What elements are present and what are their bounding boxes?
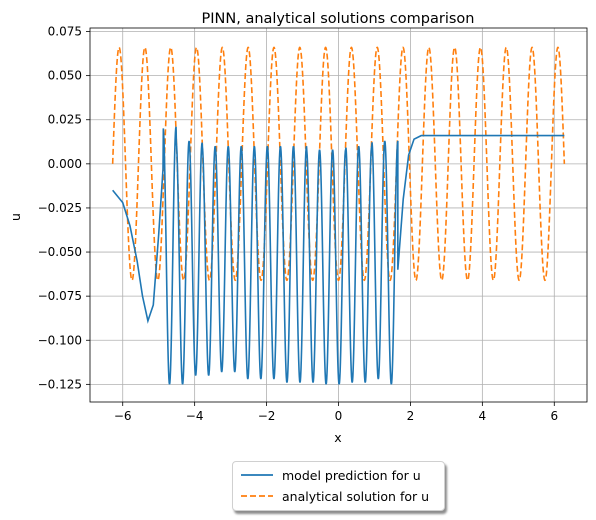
x-axis-label: x [334,430,341,445]
y-tick-label: 0.000 [48,157,82,171]
y-tick-label: −0.125 [38,377,82,391]
legend-swatch-model [241,474,273,476]
y-tick-label: −0.050 [38,245,82,259]
y-axis-ticks: 0.075 0.050 0.025 0.000 −0.025 −0.050 −0.075 −0… [38,25,90,391]
x-axis-ticks: −6 −4 −2 0 2 4 6 [114,402,558,423]
legend-item-model: model prediction for u [241,466,421,484]
x-tick-label: 2 [407,409,415,423]
x-tick-label: −2 [258,409,276,423]
x-tick-label: −4 [186,409,204,423]
y-tick-label: −0.100 [38,333,82,347]
y-tick-label: 0.050 [48,69,82,83]
x-tick-label: −6 [114,409,132,423]
y-tick-label: 0.075 [48,25,82,39]
legend-label-model: model prediction for u [282,467,421,483]
series-layer [111,46,566,385]
y-tick-label: −0.025 [38,201,82,215]
series-analytical-line [111,46,566,282]
series-model-line [112,126,565,385]
legend-label-analytical: analytical solution for u [282,488,430,504]
y-axis-label: u [8,213,23,221]
y-tick-label: 0.025 [48,113,82,127]
y-tick-label: −0.075 [38,289,82,303]
x-tick-label: 0 [335,409,343,423]
legend: model prediction for u analytical soluti… [232,461,445,511]
legend-swatch-analytical [241,495,273,497]
legend-item-analytical: analytical solution for u [241,487,429,505]
x-tick-label: 6 [550,409,558,423]
chart-title: PINN, analytical solutions comparison [202,11,475,27]
x-tick-label: 4 [479,409,487,423]
